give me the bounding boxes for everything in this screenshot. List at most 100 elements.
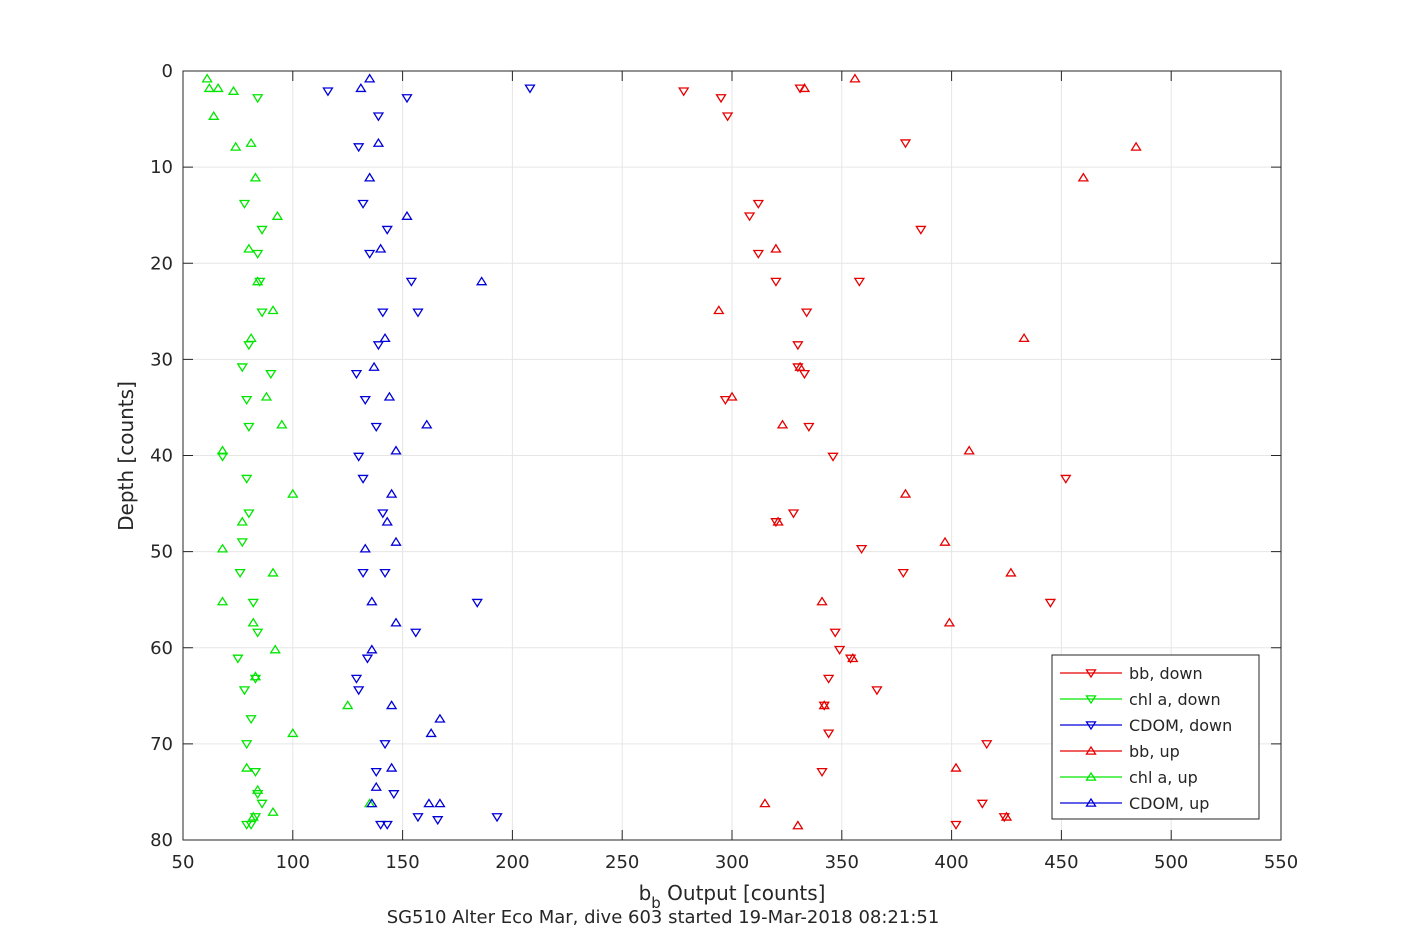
data-point <box>855 544 868 555</box>
data-point <box>770 518 782 528</box>
y-tick-label: 0 <box>162 61 173 82</box>
data-point <box>770 277 782 287</box>
data-point <box>368 361 380 371</box>
data-marks <box>201 73 1142 830</box>
data-point <box>203 83 216 93</box>
legend-label: bb, down <box>1129 664 1203 683</box>
legend-label: chl a, down <box>1129 690 1221 709</box>
data-point <box>963 445 975 455</box>
series-0 <box>678 84 1072 830</box>
data-point <box>249 813 262 823</box>
data-point <box>359 543 371 553</box>
data-point <box>871 686 883 696</box>
data-point <box>372 137 385 147</box>
legend-item: CDOM, up <box>1060 794 1209 813</box>
caption: SG510 Alter Eco Mar, dive 603 started 19… <box>387 907 940 928</box>
data-point <box>216 543 229 553</box>
y-tick-label: 20 <box>150 253 173 274</box>
data-point <box>943 617 956 627</box>
data-point <box>818 700 830 710</box>
data-point <box>251 276 264 286</box>
data-point <box>792 820 804 830</box>
legend-label: chl a, up <box>1129 768 1198 787</box>
legend: bb, down chl a, down CDOM, down bb, up chl a… <box>1051 654 1260 820</box>
data-point <box>950 762 962 772</box>
data-point <box>390 445 402 455</box>
legend-marker <box>1085 771 1097 781</box>
data-point <box>1000 811 1013 821</box>
data-point <box>216 445 229 455</box>
data-point <box>939 536 951 546</box>
data-point <box>201 73 213 83</box>
data-point <box>249 172 262 182</box>
data-point <box>713 305 725 315</box>
x-tick-label: 300 <box>715 852 749 873</box>
x-axis-label-rest: Output [counts] <box>661 881 826 905</box>
data-point <box>350 369 363 380</box>
x-tick-label: 350 <box>825 852 859 873</box>
data-point <box>350 674 363 684</box>
x-tick-label: 450 <box>1044 852 1078 873</box>
series-3 <box>713 73 1142 830</box>
data-point <box>432 816 444 826</box>
data-point <box>249 674 262 684</box>
data-point <box>381 225 393 235</box>
data-point <box>251 628 264 638</box>
data-point <box>241 395 253 406</box>
data-point <box>370 422 382 432</box>
data-point <box>245 137 257 147</box>
data-point <box>950 820 962 830</box>
legend-item: chl a, up <box>1060 768 1198 787</box>
data-point <box>374 820 387 830</box>
data-point <box>353 452 365 462</box>
legend-label: bb, up <box>1129 742 1180 761</box>
data-point <box>355 83 367 93</box>
data-point <box>251 94 264 104</box>
data-point <box>794 361 806 371</box>
data-point <box>370 781 382 791</box>
data-point <box>245 715 257 725</box>
data-point <box>390 536 402 546</box>
data-point <box>366 644 378 654</box>
x-tick-label: 400 <box>934 852 968 873</box>
legend-marker <box>1085 745 1097 755</box>
data-point <box>770 243 782 253</box>
data-point <box>267 806 279 816</box>
data-point <box>238 686 251 696</box>
data-point <box>379 740 391 750</box>
data-point <box>267 305 279 315</box>
data-point <box>251 784 264 794</box>
data-point <box>287 728 299 738</box>
data-point <box>1077 172 1090 182</box>
data-point <box>385 762 398 772</box>
data-point <box>721 112 734 122</box>
data-point <box>359 395 371 406</box>
legend-item: bb, down <box>1060 664 1203 683</box>
x-tick-label: 500 <box>1154 852 1188 873</box>
data-point <box>381 820 393 830</box>
data-point <box>792 341 804 351</box>
data-point <box>385 488 398 498</box>
data-point <box>829 628 841 638</box>
data-point <box>849 73 861 83</box>
data-point <box>752 199 765 209</box>
x-tick-label: 200 <box>495 852 529 873</box>
data-point <box>243 509 255 519</box>
y-tick-label: 10 <box>150 157 173 178</box>
y-tick-label: 50 <box>150 542 173 563</box>
x-tick-label: 150 <box>385 852 419 873</box>
y-axis-label: Depth [counts] <box>114 381 138 531</box>
series-2 <box>322 84 536 830</box>
data-point <box>256 799 268 809</box>
data-point <box>238 199 251 209</box>
data-point <box>322 87 334 97</box>
data-point <box>1060 474 1072 484</box>
data-point <box>372 341 385 351</box>
data-point <box>822 729 835 739</box>
data-point <box>401 210 413 220</box>
data-point <box>524 84 536 94</box>
data-point <box>759 798 771 808</box>
data-point <box>381 516 393 526</box>
data-point <box>245 332 257 343</box>
data-point <box>434 798 446 808</box>
